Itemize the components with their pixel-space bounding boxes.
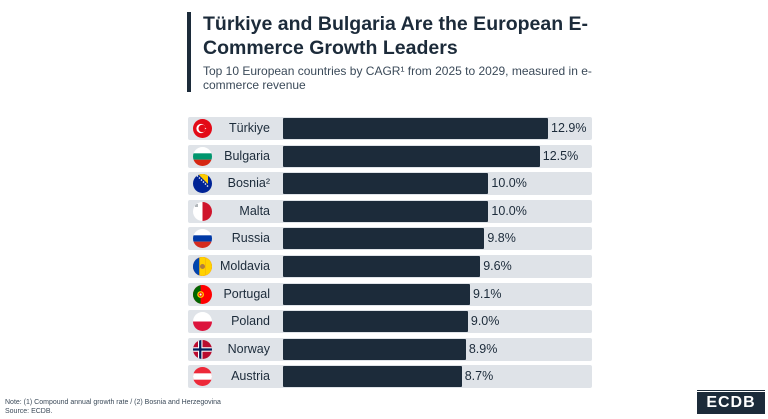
malta-flag-icon	[193, 201, 212, 221]
bar-row: Norway 8.9%	[188, 337, 592, 361]
value-label: 9.8%	[487, 231, 516, 246]
category-label: Türkiye	[229, 121, 270, 135]
value-label: 9.0%	[470, 314, 500, 329]
bar	[283, 200, 489, 222]
ecdb-logo: ECDB	[697, 392, 765, 414]
bar-row: Malta 10.0%	[188, 199, 592, 223]
bar-row: Russia 9.8%	[188, 227, 592, 251]
bar	[283, 145, 540, 167]
portugal-flag-icon	[193, 284, 212, 304]
bar-row: Portugal 9.1%	[188, 282, 592, 306]
chart-title: Türkiye and Bulgaria Are the European E-…	[203, 13, 589, 59]
footnote-note: Note: (1) Compound annual growth rate / …	[5, 399, 221, 406]
bulgaria-flag-icon	[193, 146, 212, 166]
bar	[283, 338, 466, 360]
category-label: Bosnia²	[227, 176, 270, 191]
poland-flag-icon	[193, 312, 212, 332]
value-label: 10.0%	[491, 203, 527, 218]
category-label: Austria	[231, 369, 270, 384]
bosnia-flag-icon	[193, 174, 212, 194]
bar	[283, 228, 485, 250]
category-label: Malta	[239, 203, 270, 218]
value-label: 10.0%	[491, 176, 527, 191]
category-label: Portugal	[223, 286, 270, 301]
value-label: 8.7%	[464, 369, 494, 384]
bar	[283, 173, 489, 195]
category-label: Bulgaria	[224, 148, 270, 163]
value-label: 9.1%	[472, 286, 502, 301]
moldova-flag-icon	[193, 257, 212, 276]
bar-row: Türkiye 12.9%	[188, 117, 592, 140]
russia-flag-icon	[193, 229, 212, 249]
chart-subtitle: Top 10 European countries by CAGR¹ from …	[203, 64, 592, 92]
value-label: 12.5%	[542, 148, 579, 163]
category-label: Moldavia	[219, 259, 270, 273]
category-label: Poland	[231, 314, 270, 329]
footnote-source: Source: ECDB.	[5, 408, 53, 415]
value-label: 12.9%	[551, 121, 587, 135]
footnote: Note: (1) Compound annual growth rate / …	[5, 398, 221, 416]
bar	[283, 256, 481, 277]
bar-row: Bosnia² 10.0%	[188, 172, 592, 196]
austria-flag-icon	[193, 367, 212, 387]
turkey-flag-icon	[193, 119, 212, 138]
bar	[283, 311, 468, 333]
category-label: Norway	[227, 341, 270, 356]
bar-row: Moldavia 9.6%	[188, 255, 592, 278]
category-label: Russia	[231, 231, 270, 246]
norway-flag-icon	[193, 339, 212, 359]
bar-row: Poland 9.0%	[188, 310, 592, 334]
logo-divider	[697, 390, 765, 391]
bar	[283, 366, 462, 388]
value-label: 9.6%	[483, 259, 512, 273]
bar-row: Bulgaria 12.5%	[188, 144, 592, 168]
title-accent-bar	[187, 12, 191, 92]
value-label: 8.9%	[468, 341, 498, 356]
bar-row: Austria 8.7%	[188, 365, 592, 389]
bar	[283, 118, 548, 139]
bar	[283, 283, 470, 305]
